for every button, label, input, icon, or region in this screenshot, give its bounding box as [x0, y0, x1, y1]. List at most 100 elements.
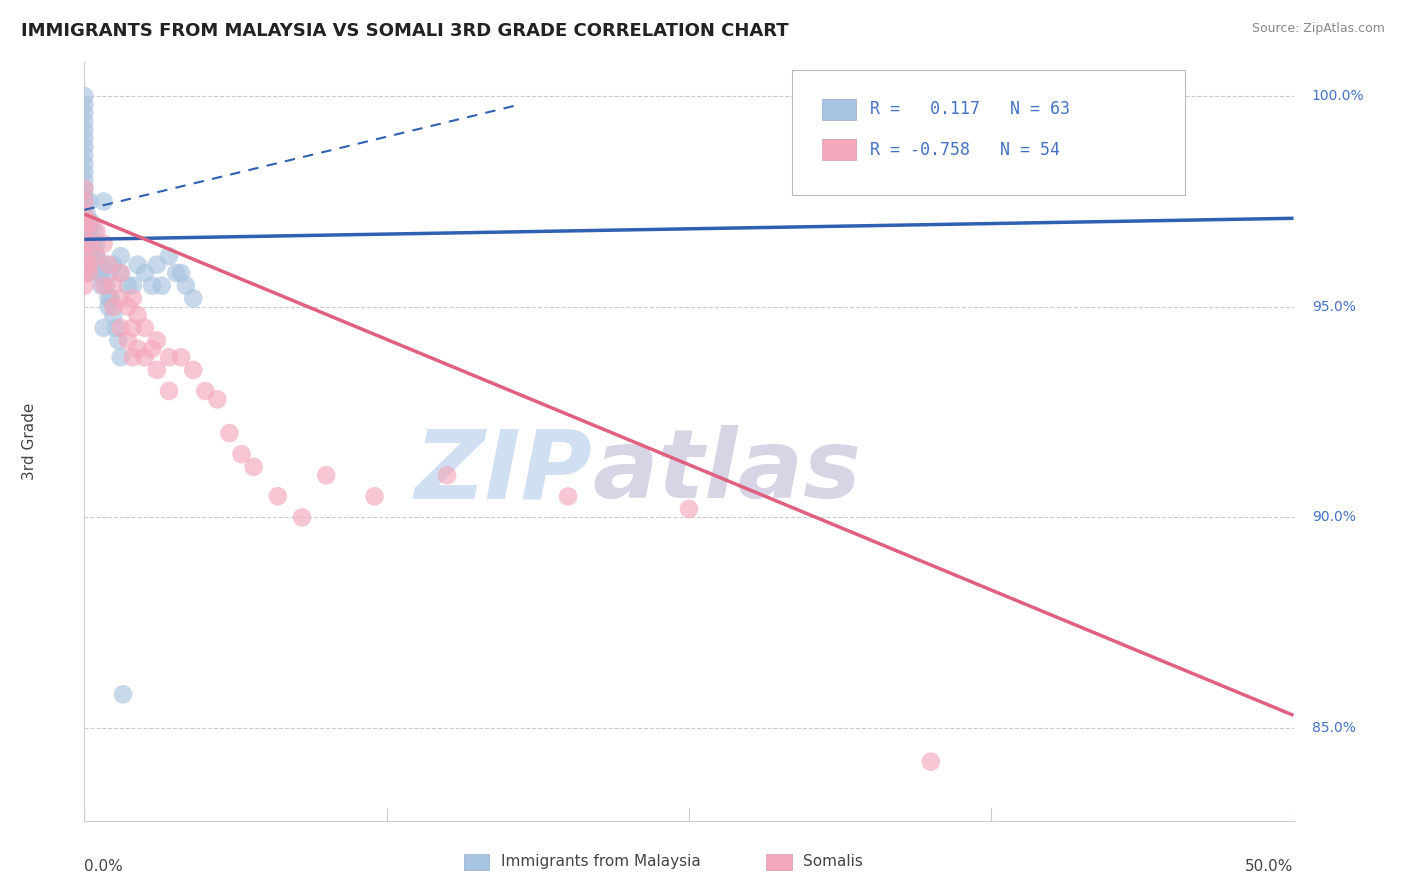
- Point: [150, 278, 173, 293]
- Point: [315, 468, 337, 483]
- Point: [77, 249, 100, 263]
- Point: [436, 468, 458, 483]
- Point: [242, 459, 264, 474]
- Point: [107, 334, 129, 348]
- Point: [170, 266, 193, 280]
- Point: [73, 207, 96, 221]
- Point: [90, 266, 112, 280]
- Text: Source: ZipAtlas.com: Source: ZipAtlas.com: [1251, 22, 1385, 36]
- Point: [80, 215, 103, 229]
- Point: [77, 215, 100, 229]
- Point: [73, 182, 96, 196]
- Point: [73, 224, 96, 238]
- Point: [134, 351, 156, 365]
- Point: [73, 215, 96, 229]
- Point: [291, 510, 314, 524]
- Point: [73, 199, 96, 213]
- Point: [73, 194, 96, 209]
- Point: [112, 687, 135, 701]
- Point: [94, 278, 117, 293]
- Point: [231, 447, 253, 461]
- Point: [127, 258, 149, 272]
- Point: [110, 351, 132, 365]
- Point: [557, 489, 579, 503]
- Point: [121, 351, 143, 365]
- Point: [157, 351, 180, 365]
- Point: [77, 232, 100, 246]
- Text: 100.0%: 100.0%: [1312, 89, 1364, 103]
- Point: [267, 489, 290, 503]
- Point: [100, 291, 122, 305]
- Text: 90.0%: 90.0%: [1312, 510, 1355, 524]
- Text: R = -0.758   N = 54: R = -0.758 N = 54: [870, 141, 1060, 159]
- Point: [87, 266, 110, 280]
- Point: [93, 258, 115, 272]
- Text: IMMIGRANTS FROM MALAYSIA VS SOMALI 3RD GRADE CORRELATION CHART: IMMIGRANTS FROM MALAYSIA VS SOMALI 3RD G…: [21, 22, 789, 40]
- Point: [77, 258, 100, 272]
- Point: [103, 308, 125, 322]
- Point: [110, 291, 132, 305]
- Point: [194, 384, 217, 398]
- Point: [77, 266, 100, 280]
- Point: [73, 236, 96, 251]
- Point: [134, 320, 156, 334]
- Point: [73, 106, 96, 120]
- Point: [363, 489, 385, 503]
- Point: [93, 236, 115, 251]
- Point: [121, 320, 143, 334]
- Point: [77, 236, 100, 251]
- Text: 3rd Grade: 3rd Grade: [22, 403, 38, 480]
- Point: [157, 249, 180, 263]
- Point: [104, 320, 127, 334]
- Point: [97, 258, 120, 272]
- Point: [97, 300, 120, 314]
- Point: [73, 190, 96, 204]
- Point: [73, 97, 96, 112]
- Text: 85.0%: 85.0%: [1312, 721, 1355, 735]
- Point: [73, 165, 96, 179]
- FancyBboxPatch shape: [823, 99, 856, 120]
- Text: R =   0.117   N = 63: R = 0.117 N = 63: [870, 101, 1070, 119]
- Point: [87, 258, 110, 272]
- Point: [678, 502, 700, 516]
- Text: 95.0%: 95.0%: [1312, 300, 1355, 314]
- Point: [73, 131, 96, 145]
- Point: [73, 249, 96, 263]
- Point: [83, 244, 105, 259]
- Point: [146, 334, 169, 348]
- Point: [73, 148, 96, 162]
- Point: [86, 249, 108, 263]
- Point: [77, 224, 100, 238]
- Point: [181, 291, 204, 305]
- Point: [73, 123, 96, 137]
- Point: [117, 278, 139, 293]
- Point: [121, 278, 143, 293]
- Point: [73, 156, 96, 170]
- Point: [207, 392, 229, 407]
- Point: [110, 320, 132, 334]
- Point: [90, 278, 112, 293]
- Point: [117, 300, 139, 314]
- Point: [97, 266, 120, 280]
- Point: [86, 224, 108, 238]
- Point: [73, 139, 96, 153]
- Point: [73, 173, 96, 187]
- Point: [134, 266, 156, 280]
- Point: [165, 266, 187, 280]
- Text: Immigrants from Malaysia: Immigrants from Malaysia: [501, 855, 700, 869]
- Point: [87, 258, 110, 272]
- Point: [920, 755, 942, 769]
- Text: atlas: atlas: [592, 425, 862, 518]
- Point: [80, 236, 103, 251]
- Point: [73, 89, 96, 103]
- Point: [73, 258, 96, 272]
- Point: [157, 384, 180, 398]
- FancyBboxPatch shape: [823, 139, 856, 161]
- Point: [218, 426, 240, 441]
- Point: [181, 363, 204, 377]
- Point: [76, 207, 98, 221]
- Point: [77, 241, 100, 255]
- Point: [121, 291, 143, 305]
- Text: 0.0%: 0.0%: [84, 858, 124, 873]
- Point: [146, 258, 169, 272]
